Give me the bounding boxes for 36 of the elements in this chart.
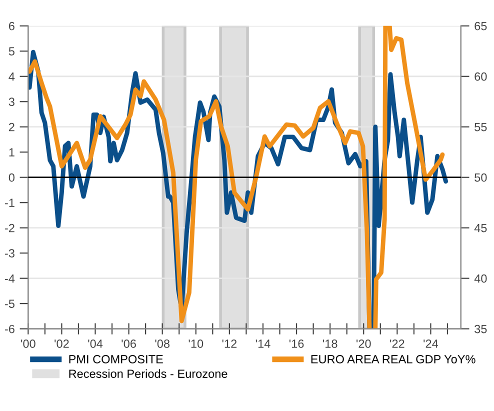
legend-label: PMI COMPOSITE: [69, 355, 163, 364]
y-tick-label: 4: [8, 72, 15, 81]
x-tick-label: '12: [222, 340, 237, 348]
x-tick-label: '02: [54, 340, 69, 348]
x-tick-label: '14: [256, 340, 270, 348]
x-tick-label: '18: [322, 340, 338, 348]
x-tick-label: '06: [122, 340, 136, 348]
x-tick-label: '04: [88, 340, 103, 348]
y-tick-label: -6: [4, 324, 14, 334]
y-tick-label: -4: [4, 274, 15, 283]
y2-tick-label: 35: [474, 324, 487, 334]
x-tick-label: '16: [289, 340, 304, 348]
legend-label: EURO AREA REAL GDP YoY%: [311, 355, 476, 364]
y-tick-label: 1: [9, 148, 14, 156]
y2-tick-label: 45: [474, 224, 487, 232]
y-tick-label: -3: [4, 249, 14, 258]
y-tick-label: 6: [9, 22, 14, 30]
y-tick-label: 3: [8, 98, 14, 106]
x-tick-label: '10: [188, 340, 204, 348]
y2-tick-label: 40: [474, 274, 487, 283]
y-tick-label: -2: [4, 224, 14, 232]
y-tick-label: -5: [4, 300, 14, 308]
x-tick-label: '08: [155, 340, 170, 348]
legend-label: Recession Periods - Eurozone: [69, 369, 228, 378]
x-tick-label: '22: [390, 340, 404, 348]
y-tick-label: 5: [8, 47, 14, 56]
y-tick-label: 2: [8, 122, 14, 132]
y2-tick-label: 55: [474, 123, 487, 132]
y2-tick-label: 60: [474, 72, 487, 81]
y-tick-label: -1: [4, 198, 14, 207]
x-tick-label: '24: [424, 340, 438, 348]
y-tick-label: 0: [8, 173, 14, 182]
y2-tick-label: 50: [474, 173, 487, 182]
x-tick-label: '00: [21, 340, 36, 348]
x-tick-label: '20: [356, 340, 371, 348]
y2-tick-label: 65: [474, 22, 487, 30]
